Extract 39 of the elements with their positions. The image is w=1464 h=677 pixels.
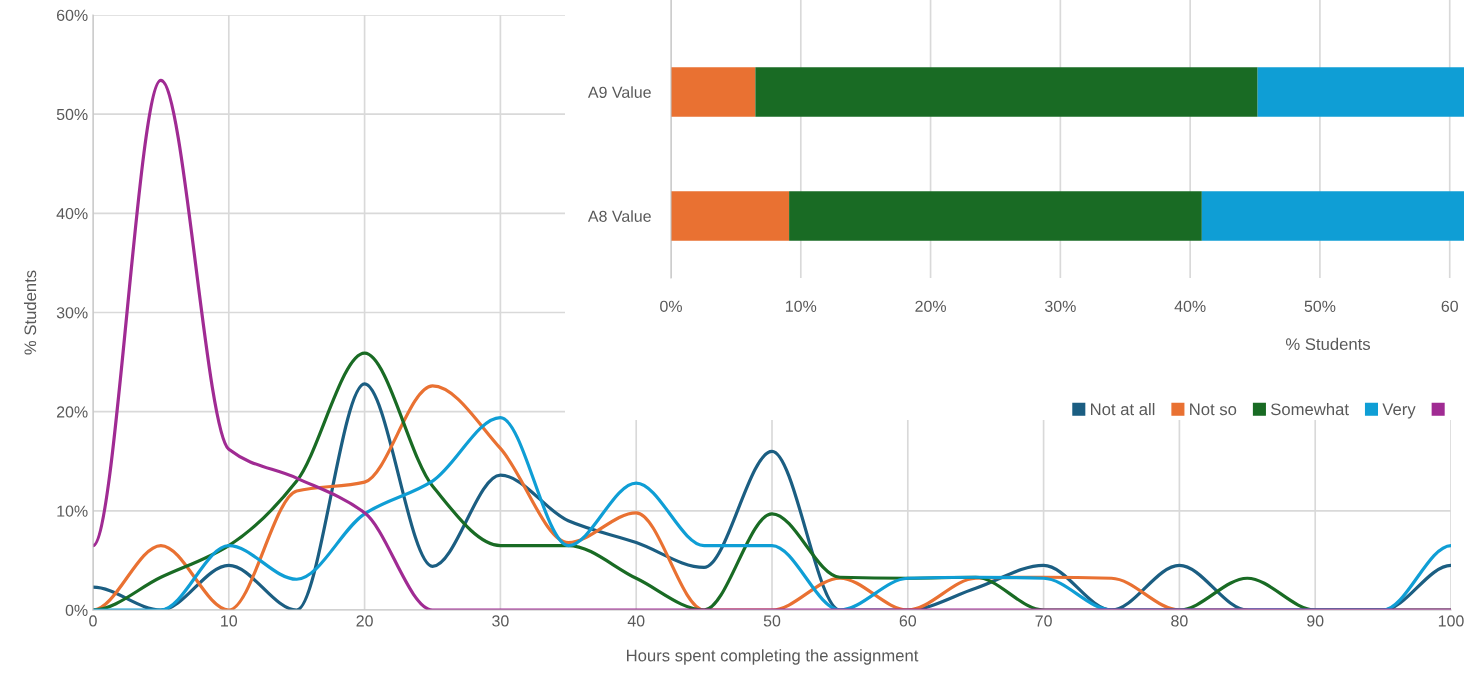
legend-label: Not so	[1190, 403, 1237, 416]
x-tick-label: 100	[1438, 615, 1464, 627]
y-tick-label: 50%	[56, 108, 88, 121]
x-tick-label: 0	[89, 615, 97, 627]
x-tick-label: 30	[492, 615, 509, 627]
x-tick-label: 0%	[660, 300, 682, 312]
y-tick-label: 10%	[57, 505, 88, 517]
x-tick-label: 40	[627, 615, 645, 627]
x-axis-title: Hours spent completing the assignment	[627, 649, 919, 665]
x-tick-label: 20%	[915, 300, 946, 312]
y-axis-title: % Students	[23, 270, 37, 355]
y-tick-label: A8 Value	[587, 210, 651, 222]
y-tick-label: 60%	[56, 9, 88, 21]
x-tick-label: 30%	[1044, 300, 1076, 312]
bar	[671, 67, 756, 117]
y-tick-label: A9 Value	[587, 86, 651, 98]
legend-label: Very	[1382, 403, 1416, 419]
x-tick-label: 10%	[786, 300, 817, 312]
bar	[1257, 67, 1464, 117]
x-tick-label: 50%	[1304, 300, 1336, 312]
x-tick-label: 40%	[1174, 300, 1206, 312]
y-tick-label: 0%	[65, 604, 88, 616]
y-tick-label: 20%	[56, 406, 88, 418]
bar	[755, 67, 1258, 117]
legend-label: Not at all	[1091, 403, 1155, 416]
x-tick-label: 90	[1307, 615, 1324, 627]
x-tick-label: 60	[1441, 300, 1458, 312]
x-tick-label: 50	[763, 615, 781, 627]
x-tick-label: 60	[899, 615, 917, 627]
x-tick-label: 20	[356, 615, 373, 627]
x-axis-title: % Students	[1285, 337, 1371, 351]
y-tick-label: 40%	[56, 207, 88, 220]
x-tick-label: 10	[221, 615, 238, 627]
legend-label: Somewhat	[1271, 403, 1349, 416]
x-tick-label: 80	[1171, 615, 1188, 627]
bar	[1201, 191, 1464, 241]
x-tick-label: 70	[1035, 615, 1052, 627]
bar	[671, 191, 790, 241]
bar	[789, 191, 1202, 241]
